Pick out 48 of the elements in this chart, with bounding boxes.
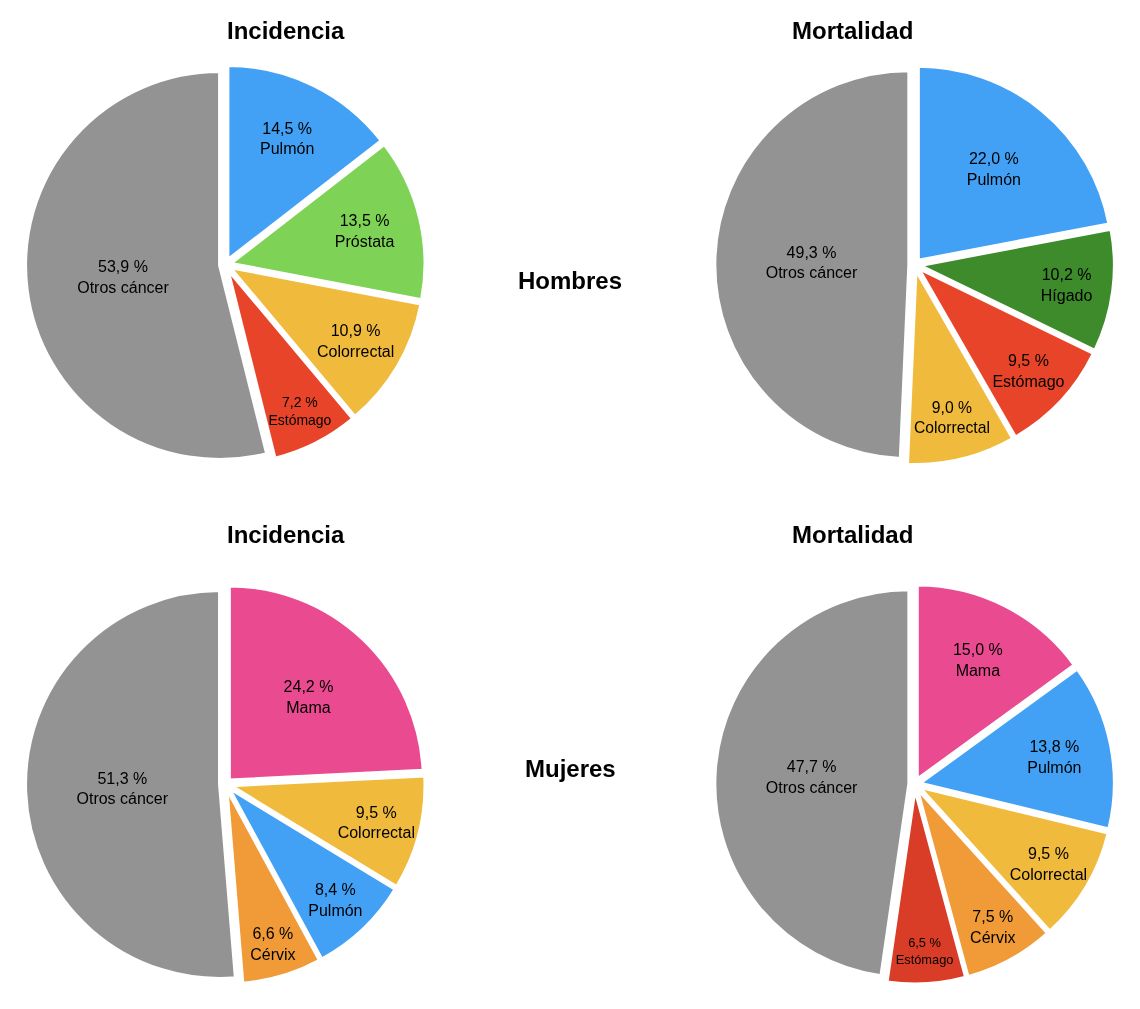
chart-title: Mortalidad (792, 17, 914, 44)
data-label: 14,5 % (262, 119, 313, 137)
slice-label: Estómago (992, 372, 1065, 390)
data-label: 13,8 % (1029, 737, 1080, 755)
slice-label: Otros cáncer (765, 778, 859, 796)
data-label: 9,0 % (931, 398, 973, 416)
slice-label: Colorrectal (337, 824, 415, 842)
slice-label: Otros cáncer (77, 279, 170, 297)
slice-label: Colorrectal (1009, 865, 1088, 883)
slice-label: Colorrectal (913, 419, 990, 437)
data-label: 9,5 % (1007, 352, 1049, 370)
data-label: 10,2 % (1041, 266, 1092, 284)
slice-label: Estómago (268, 411, 332, 428)
slice-label: Estómago (895, 951, 954, 967)
slice-label: Pulmón (260, 140, 315, 158)
chart-title: Incidencia (227, 521, 346, 548)
data-label: 7,2 % (282, 393, 318, 410)
slice-label: Pulmón (1027, 758, 1082, 776)
data-label: 8,4 % (314, 881, 356, 899)
data-label: 15,0 % (952, 641, 1003, 659)
data-label: 22,0 % (968, 150, 1019, 168)
data-label: 49,3 % (786, 243, 837, 261)
slice-label: Pulmón (966, 170, 1021, 188)
data-label: 9,5 % (1027, 845, 1069, 863)
slice-label: Hígado (1040, 286, 1093, 304)
slice-label: Colorrectal (316, 343, 395, 361)
slice-label: Cérvix (970, 929, 1016, 947)
data-label: 13,5 % (339, 212, 390, 230)
data-label: 10,9 % (330, 322, 381, 340)
slice-label: Mama (286, 698, 331, 716)
data-label: 51,3 % (97, 769, 148, 787)
text: Mujeres (525, 755, 616, 782)
data-label: 6,5 % (908, 935, 941, 951)
slice-label: Mama (955, 662, 1001, 680)
text: Hombres (518, 267, 623, 294)
slice-label: Cérvix (250, 945, 296, 963)
slice-label: Otros cáncer (765, 264, 858, 282)
data-label: 7,5 % (972, 908, 1014, 926)
data-label: 53,9 % (98, 258, 148, 276)
data-label: 24,2 % (283, 677, 334, 695)
chart-title: Mortalidad (792, 521, 914, 548)
data-label: 9,5 % (355, 803, 397, 821)
slice-label: Pulmón (308, 901, 363, 919)
data-label: 47,7 % (786, 757, 837, 775)
slice-label: Próstata (334, 233, 395, 251)
chart-title: Incidencia (227, 17, 346, 44)
data-label: 6,6 % (252, 925, 294, 943)
slice-label: Otros cáncer (76, 790, 169, 808)
